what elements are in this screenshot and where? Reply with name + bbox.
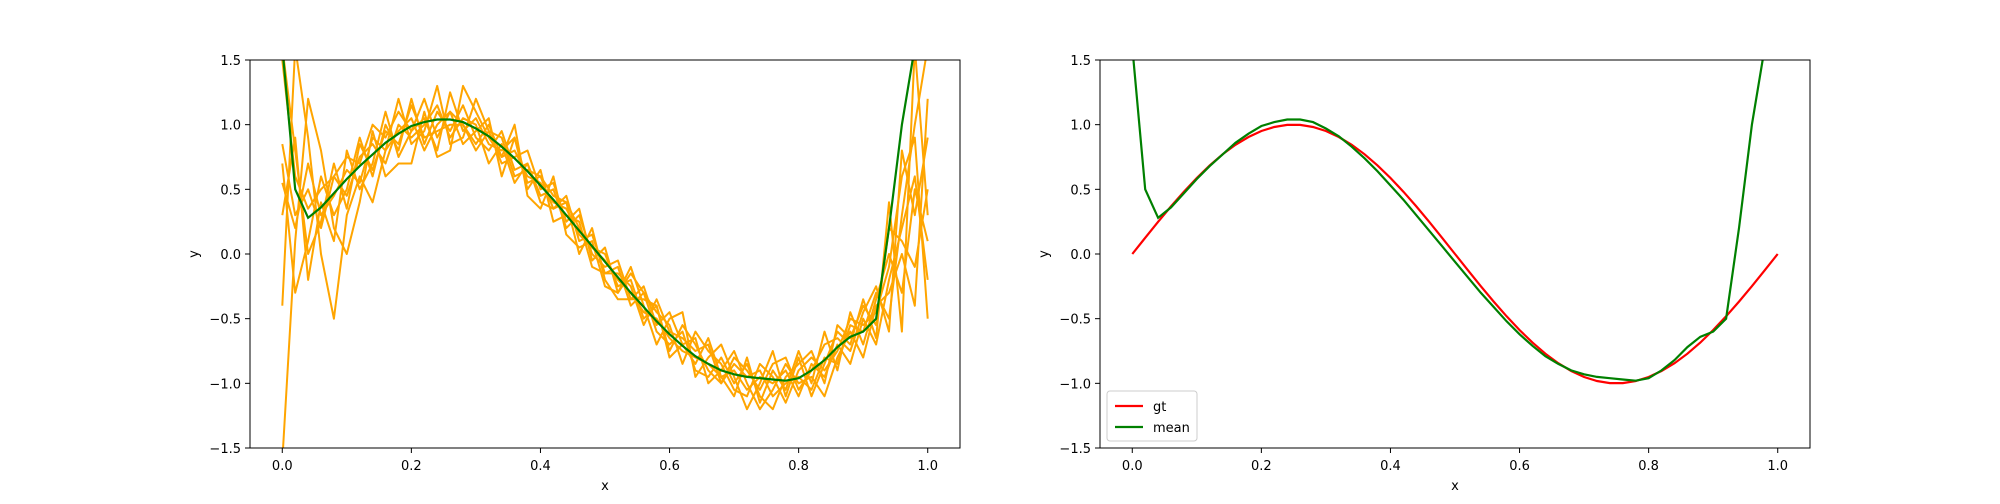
y-tick-label: 0.5	[1070, 183, 1091, 198]
legend-label-mean: mean	[1153, 421, 1190, 436]
y-tick-label: −0.5	[1059, 313, 1091, 328]
series-line-gt	[1131, 123, 1779, 385]
sample-line-7	[282, 60, 929, 411]
y-tick-label: −1.5	[1059, 442, 1091, 457]
left-chart: 0.0 0.2 0.4 0.6 0.8 1.0 1.5 1.0 0.5 0.0 −0.5 −1.0 −1…	[187, 54, 961, 494]
series-line-mean	[1132, 60, 1764, 382]
x-tick-label: 0.4	[530, 459, 551, 474]
legend-label-gt: gt	[1153, 400, 1166, 415]
x-tick-label: 0.6	[1509, 459, 1530, 474]
x-tick-label: 0.0	[1122, 459, 1143, 474]
y-tick-label: 0.5	[220, 183, 241, 198]
x-tick-label: 0.2	[401, 459, 422, 474]
x-tick-label: 0.6	[659, 459, 680, 474]
x-axis-label: x	[1451, 479, 1459, 494]
y-tick-label: 0.0	[220, 248, 241, 263]
x-tick-label: 0.0	[272, 459, 293, 474]
y-tick-label: 1.5	[1070, 54, 1091, 69]
mean-line	[282, 60, 914, 382]
y-tick-label: 1.0	[220, 119, 241, 134]
legend-box	[1106, 390, 1198, 442]
y-tick-label: 0.0	[1070, 248, 1091, 263]
x-tick-label: 0.4	[1380, 459, 1401, 474]
series-group	[1131, 60, 1779, 385]
y-tick-label: −0.5	[209, 313, 241, 328]
y-axis-label: y	[187, 250, 202, 258]
x-tick-label: 1.0	[917, 459, 938, 474]
y-tick-label: −1.0	[1059, 377, 1091, 392]
sample-line-4	[281, 60, 929, 404]
sample-line-6	[282, 60, 929, 448]
x-tick-label: 1.0	[1767, 459, 1788, 474]
sample-line-3	[281, 60, 927, 398]
legend: gt mean	[1106, 390, 1198, 442]
x-axis-label: x	[601, 479, 609, 494]
sample-line-5	[281, 110, 929, 391]
right-chart: 0.0 0.2 0.4 0.6 0.8 1.0 1.5 1.0 0.5 0.0 −0.5 −1.0 −1…	[1037, 54, 1811, 494]
y-axis-label: y	[1037, 250, 1052, 258]
x-tick-label: 0.8	[788, 459, 809, 474]
y-tick-label: −1.5	[209, 442, 241, 457]
y-tick-label: −1.0	[209, 377, 241, 392]
x-tick-label: 0.2	[1251, 459, 1272, 474]
x-tick-label: 0.8	[1638, 459, 1659, 474]
y-tick-label: 1.0	[1070, 119, 1091, 134]
series-group	[281, 60, 929, 448]
y-tick-label: 1.5	[220, 54, 241, 69]
